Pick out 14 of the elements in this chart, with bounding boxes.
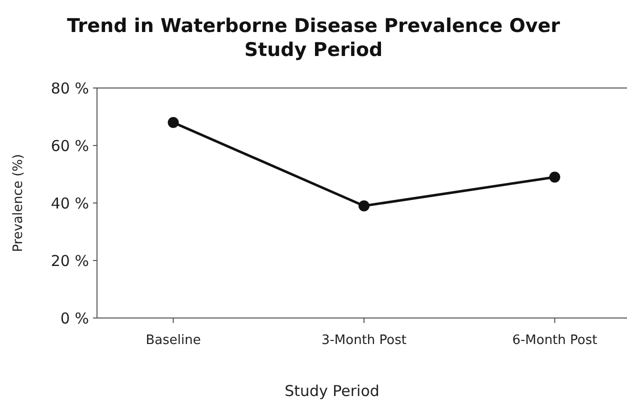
x-axis-title: Study Period [284, 382, 380, 400]
point [358, 200, 370, 212]
x-tick-label: 6-Month Post [512, 333, 598, 348]
point [549, 172, 560, 183]
chart-title: Trend in Waterborne Disease Prevalence Over Study Period [67, 15, 561, 61]
y-tick-label: 40 % [50, 194, 89, 212]
y-tick-label: 60 % [50, 136, 89, 155]
x-tick-label: Baseline [146, 333, 201, 348]
y-tick-label: 20 % [50, 252, 89, 270]
y-tick-label: 0 % [60, 309, 89, 328]
y-axis-title: Prevalence (%) [11, 154, 26, 252]
x-tick-label: 3-Month Post [321, 333, 407, 348]
y-tick-label: 80 % [50, 79, 89, 98]
point [168, 117, 179, 128]
